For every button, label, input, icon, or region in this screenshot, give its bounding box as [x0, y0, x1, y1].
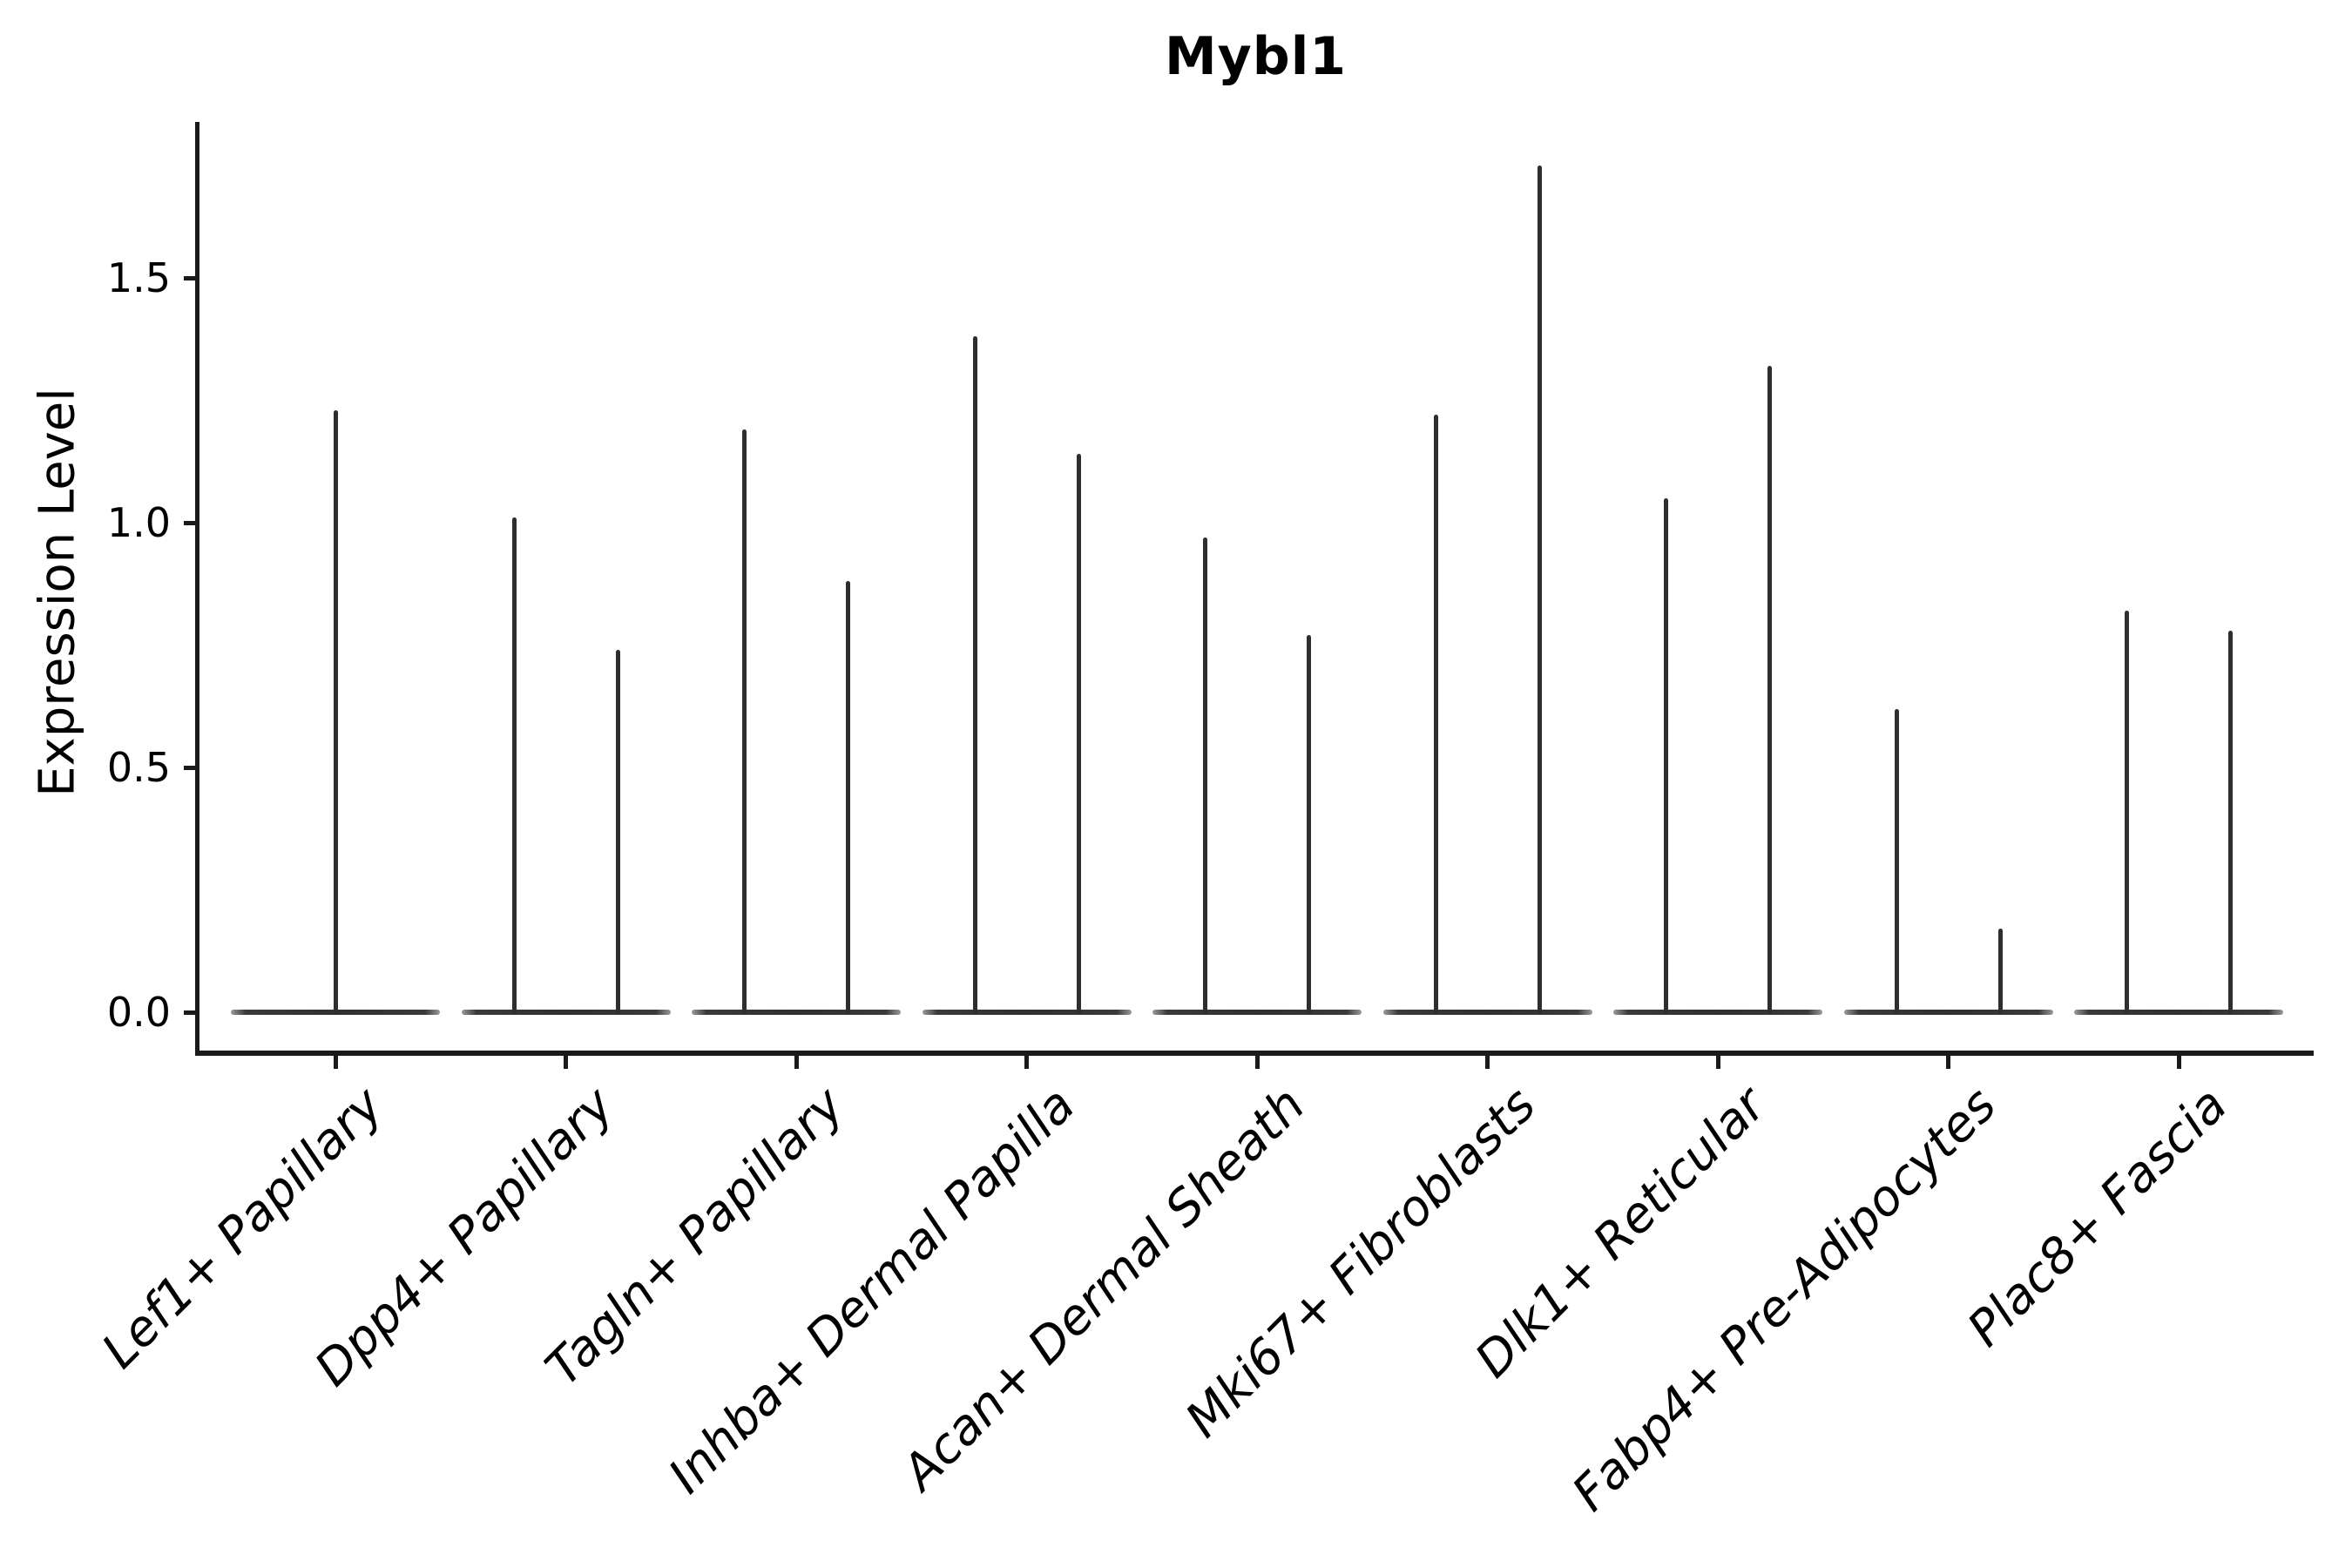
x-tick-label: Acan+ Dermal Sheath — [891, 1077, 1316, 1501]
x-tick — [1024, 1056, 1029, 1069]
violin-body-baseline — [692, 1010, 901, 1015]
x-tick — [1485, 1056, 1490, 1069]
x-tick — [2176, 1056, 2181, 1069]
x-tick-label: Fabp4+ Pre-Adipocytes — [1562, 1077, 2008, 1523]
x-axis-spine — [195, 1051, 2314, 1056]
violin-tail-spike — [615, 650, 620, 1014]
violin-tail-spike — [1664, 497, 1668, 1014]
violin-body-baseline — [2074, 1010, 2283, 1015]
y-tick — [184, 1010, 197, 1015]
violin-tail-spike — [1997, 929, 2003, 1014]
violin-tail-spike — [2228, 630, 2233, 1014]
violin-tail-spike — [846, 581, 850, 1014]
violin-tail-spike — [972, 336, 977, 1014]
violin-body-baseline — [1613, 1010, 1822, 1015]
y-axis-label: Expression Level — [29, 388, 86, 797]
violin-tail-spike — [1767, 366, 1772, 1014]
violin-tail-spike — [1537, 165, 1542, 1014]
plot-title: Mybl1 — [1164, 26, 1348, 87]
x-tick-label: Inhba+ Dermal Papilla — [658, 1077, 1086, 1505]
y-axis-spine — [195, 122, 199, 1056]
x-tick — [794, 1056, 799, 1069]
violin-body-baseline — [1843, 1010, 2053, 1015]
x-tick — [1254, 1056, 1260, 1069]
violin-tail-spike — [511, 517, 517, 1014]
y-tick-label: 1.5 — [106, 254, 171, 301]
violin-body-baseline — [461, 1010, 671, 1015]
x-tick — [1946, 1056, 1950, 1069]
violin-tail-spike — [1076, 454, 1081, 1014]
x-tick — [564, 1056, 568, 1069]
violin-body-baseline — [1152, 1010, 1362, 1015]
violin-tail-spike — [1203, 537, 1207, 1014]
x-tick — [1715, 1056, 1720, 1069]
y-tick-label: 0.0 — [106, 989, 171, 1036]
violin-body-baseline — [1382, 1010, 1592, 1015]
y-tick-label: 1.0 — [106, 499, 171, 546]
violin-tail-spike — [742, 429, 747, 1014]
x-tick — [333, 1056, 338, 1069]
y-tick-label: 0.5 — [106, 744, 171, 791]
violin-tail-spike — [1307, 635, 1311, 1014]
violin-tail-spike — [2125, 611, 2129, 1014]
violin-tail-spike — [1433, 415, 1438, 1014]
y-tick — [184, 520, 197, 525]
violin-body-baseline — [922, 1010, 1132, 1015]
y-tick — [184, 765, 197, 770]
violin-tail-spike — [333, 409, 338, 1014]
y-tick — [184, 275, 197, 280]
violin-tail-spike — [1894, 708, 1899, 1014]
